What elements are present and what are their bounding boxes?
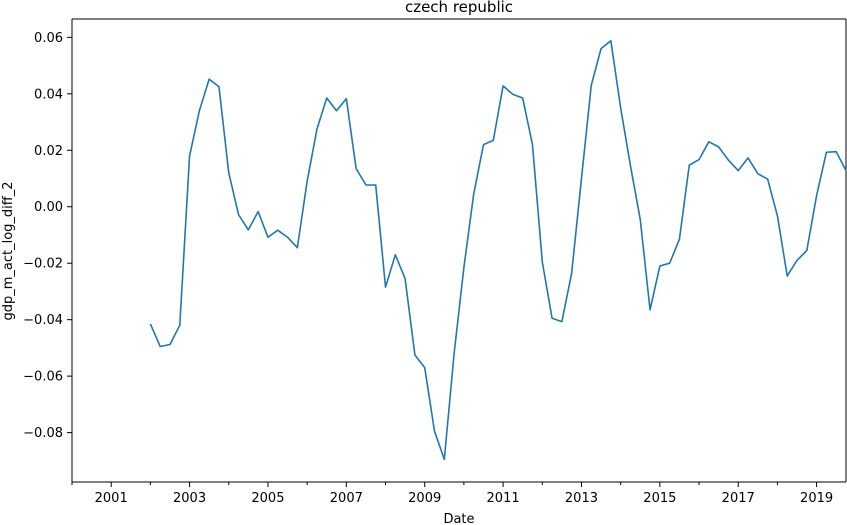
- y-tick-label: −0.08: [23, 426, 63, 441]
- series-layer: [149, 39, 847, 461]
- y-axis: 0.06 0.04 0.02 0.00 −0.02 −0.04 −0.06 −0.08: [23, 31, 72, 441]
- x-tick-label: 2001: [95, 491, 128, 506]
- y-tick-label: −0.06: [23, 370, 63, 385]
- y-tick-label: −0.04: [23, 313, 63, 328]
- plot-area: [71, 18, 847, 483]
- plot-background: [72, 19, 846, 482]
- x-axis-title: Date: [443, 512, 474, 525]
- y-tick-label: 0.02: [34, 144, 63, 159]
- x-axis: 2001 2003 2005 2007 2009 2011 2013 2015 2017 2019: [71, 482, 833, 506]
- x-tick-label: 2003: [173, 491, 206, 506]
- x-tick-label: 2011: [487, 491, 520, 506]
- y-tick-label: 0.04: [34, 87, 63, 102]
- chart-title: czech republic: [405, 0, 513, 16]
- x-tick-label: 2013: [565, 491, 598, 506]
- x-tick-label: 2005: [251, 491, 284, 506]
- y-tick-label: 0.00: [34, 200, 63, 215]
- y-tick-label: −0.02: [23, 257, 63, 272]
- series-line-0: [149, 39, 847, 461]
- x-tick-label: 2007: [330, 491, 363, 506]
- x-tick-label: 2017: [722, 491, 755, 506]
- y-tick-label: 0.06: [34, 31, 63, 46]
- x-tick-label: 2015: [643, 491, 676, 506]
- x-tick-label: 2009: [408, 491, 441, 506]
- y-axis-title: gdp_m_act_log_diff_2: [1, 181, 16, 320]
- x-tick-label: 2019: [800, 491, 833, 506]
